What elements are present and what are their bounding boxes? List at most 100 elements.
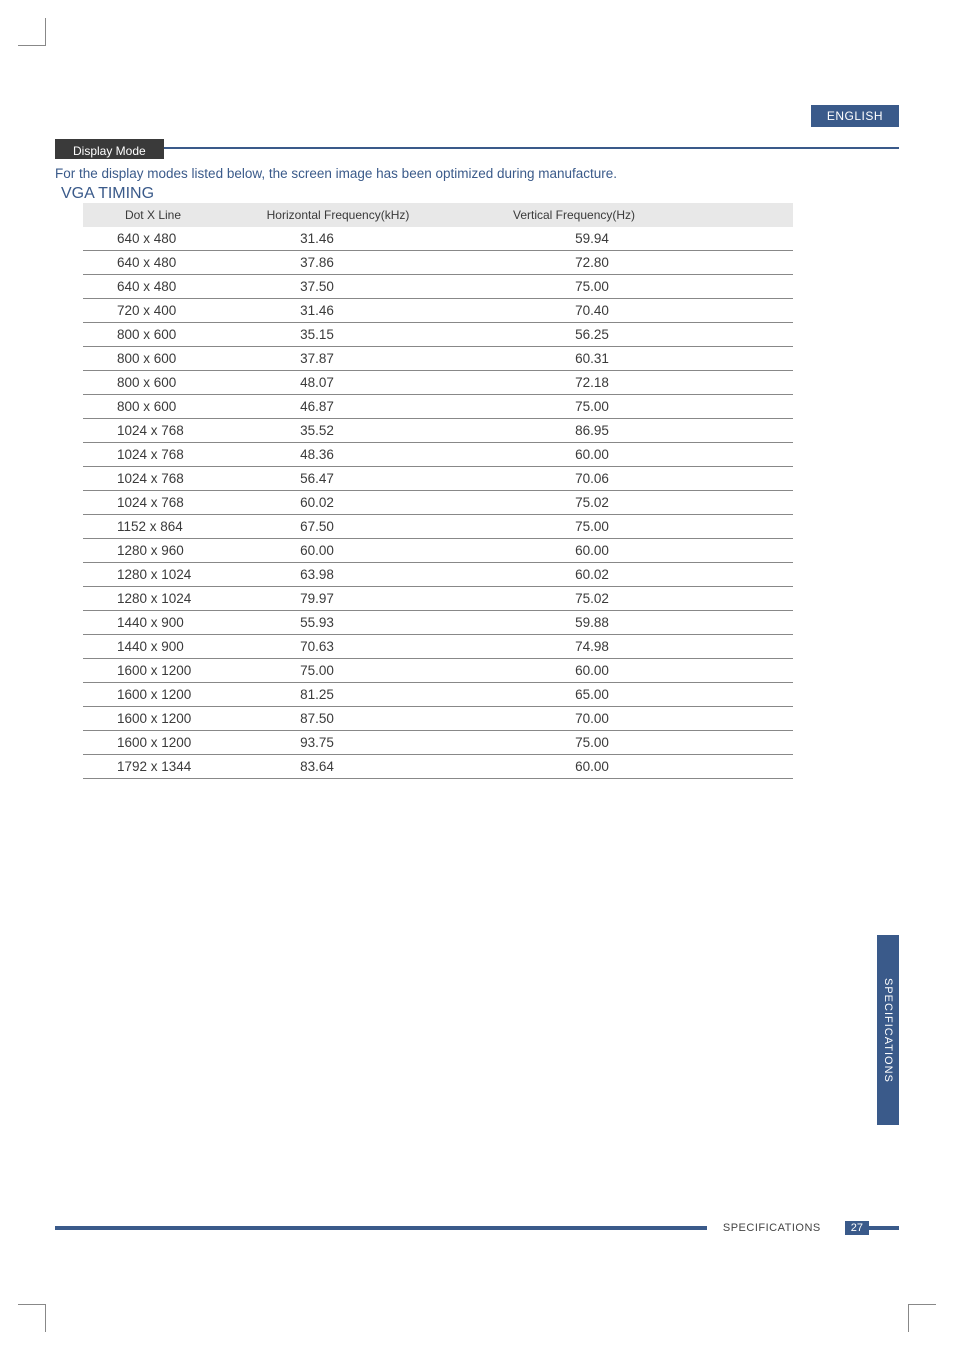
table-cell: 800 x 600 <box>83 371 223 395</box>
table-row: 1024 x 76848.3660.00 <box>83 443 793 467</box>
table-cell: 1024 x 768 <box>83 467 223 491</box>
table-cell: 1280 x 1024 <box>83 563 223 587</box>
table-cell: 1600 x 1200 <box>83 683 223 707</box>
table-row: 1600 x 120081.2565.00 <box>83 683 793 707</box>
table-cell: 55.93 <box>223 611 453 635</box>
table-cell: 75.00 <box>223 659 453 683</box>
table-cell: 56.47 <box>223 467 453 491</box>
table-row: 800 x 60046.8775.00 <box>83 395 793 419</box>
table-row: 640 x 48037.8672.80 <box>83 251 793 275</box>
table-row: 800 x 60048.0772.18 <box>83 371 793 395</box>
table-cell: 1600 x 1200 <box>83 731 223 755</box>
table-row: 1024 x 76835.5286.95 <box>83 419 793 443</box>
table-cell: 31.46 <box>223 227 453 251</box>
crop-mark-br <box>908 1304 936 1332</box>
col-header-hfreq: Horizontal Frequency(kHz) <box>223 203 453 227</box>
language-badge: ENGLISH <box>811 105 899 127</box>
footer-section-label: SPECIFICATIONS <box>707 1222 837 1234</box>
table-row: 1440 x 90055.9359.88 <box>83 611 793 635</box>
section-rule <box>164 139 899 149</box>
table-cell: 60.00 <box>453 659 793 683</box>
table-cell: 74.98 <box>453 635 793 659</box>
footer-rule-tail <box>869 1226 899 1230</box>
page-content: ENGLISH Display Mode For the display mod… <box>55 55 899 1295</box>
intro-paragraph: For the display modes listed below, the … <box>55 165 899 183</box>
table-cell: 70.40 <box>453 299 793 323</box>
table-cell: 59.88 <box>453 611 793 635</box>
table-cell: 81.25 <box>223 683 453 707</box>
table-row: 1024 x 76856.4770.06 <box>83 467 793 491</box>
timing-heading: VGA TIMING <box>61 185 899 203</box>
table-header-row: Dot X Line Horizontal Frequency(kHz) Ver… <box>83 203 793 227</box>
table-cell: 640 x 480 <box>83 251 223 275</box>
table-cell: 60.00 <box>223 539 453 563</box>
table-cell: 83.64 <box>223 755 453 779</box>
table-cell: 75.02 <box>453 587 793 611</box>
table-cell: 87.50 <box>223 707 453 731</box>
table-cell: 59.94 <box>453 227 793 251</box>
table-row: 1280 x 102479.9775.02 <box>83 587 793 611</box>
footer-rule <box>55 1226 707 1230</box>
table-cell: 37.86 <box>223 251 453 275</box>
table-cell: 60.02 <box>453 563 793 587</box>
page-number: 27 <box>845 1221 869 1235</box>
table-row: 720 x 40031.4670.40 <box>83 299 793 323</box>
table-row: 1024 x 76860.0275.02 <box>83 491 793 515</box>
table-row: 1280 x 96060.0060.00 <box>83 539 793 563</box>
table-cell: 60.00 <box>453 755 793 779</box>
table-cell: 60.31 <box>453 347 793 371</box>
table-cell: 1280 x 960 <box>83 539 223 563</box>
table-cell: 800 x 600 <box>83 347 223 371</box>
table-cell: 60.00 <box>453 443 793 467</box>
table-cell: 63.98 <box>223 563 453 587</box>
table-cell: 70.63 <box>223 635 453 659</box>
footer-bar: SPECIFICATIONS 27 <box>55 1219 899 1237</box>
table-cell: 640 x 480 <box>83 227 223 251</box>
table-cell: 60.00 <box>453 539 793 563</box>
table-cell: 1024 x 768 <box>83 491 223 515</box>
table-cell: 1792 x 1344 <box>83 755 223 779</box>
table-cell: 48.07 <box>223 371 453 395</box>
section-header-bar: Display Mode <box>55 139 899 159</box>
table-cell: 79.97 <box>223 587 453 611</box>
table-row: 1280 x 102463.9860.02 <box>83 563 793 587</box>
table-row: 640 x 48031.4659.94 <box>83 227 793 251</box>
table-cell: 720 x 400 <box>83 299 223 323</box>
table-cell: 75.00 <box>453 275 793 299</box>
table-cell: 48.36 <box>223 443 453 467</box>
crop-mark-bl <box>18 1304 46 1332</box>
table-cell: 56.25 <box>453 323 793 347</box>
crop-mark-tl <box>18 18 46 46</box>
table-row: 640 x 48037.5075.00 <box>83 275 793 299</box>
table-cell: 93.75 <box>223 731 453 755</box>
table-cell: 35.15 <box>223 323 453 347</box>
timing-table: Dot X Line Horizontal Frequency(kHz) Ver… <box>83 203 793 779</box>
table-cell: 1440 x 900 <box>83 635 223 659</box>
table-cell: 75.00 <box>453 731 793 755</box>
table-cell: 75.00 <box>453 515 793 539</box>
table-cell: 640 x 480 <box>83 275 223 299</box>
table-cell: 31.46 <box>223 299 453 323</box>
table-cell: 800 x 600 <box>83 323 223 347</box>
table-row: 1792 x 134483.6460.00 <box>83 755 793 779</box>
table-cell: 1152 x 864 <box>83 515 223 539</box>
table-cell: 60.02 <box>223 491 453 515</box>
table-cell: 1024 x 768 <box>83 419 223 443</box>
table-cell: 67.50 <box>223 515 453 539</box>
table-cell: 75.02 <box>453 491 793 515</box>
table-cell: 46.87 <box>223 395 453 419</box>
section-title-tab: Display Mode <box>55 139 164 159</box>
table-row: 1152 x 86467.5075.00 <box>83 515 793 539</box>
table-cell: 75.00 <box>453 395 793 419</box>
table-row: 1600 x 120075.0060.00 <box>83 659 793 683</box>
table-cell: 70.00 <box>453 707 793 731</box>
table-cell: 72.80 <box>453 251 793 275</box>
table-cell: 37.87 <box>223 347 453 371</box>
side-section-tab: SPECIFICATIONS <box>877 935 899 1125</box>
table-cell: 72.18 <box>453 371 793 395</box>
table-row: 800 x 60035.1556.25 <box>83 323 793 347</box>
table-cell: 65.00 <box>453 683 793 707</box>
table-row: 1600 x 120087.5070.00 <box>83 707 793 731</box>
col-header-vfreq: Vertical Frequency(Hz) <box>453 203 793 227</box>
table-cell: 70.06 <box>453 467 793 491</box>
